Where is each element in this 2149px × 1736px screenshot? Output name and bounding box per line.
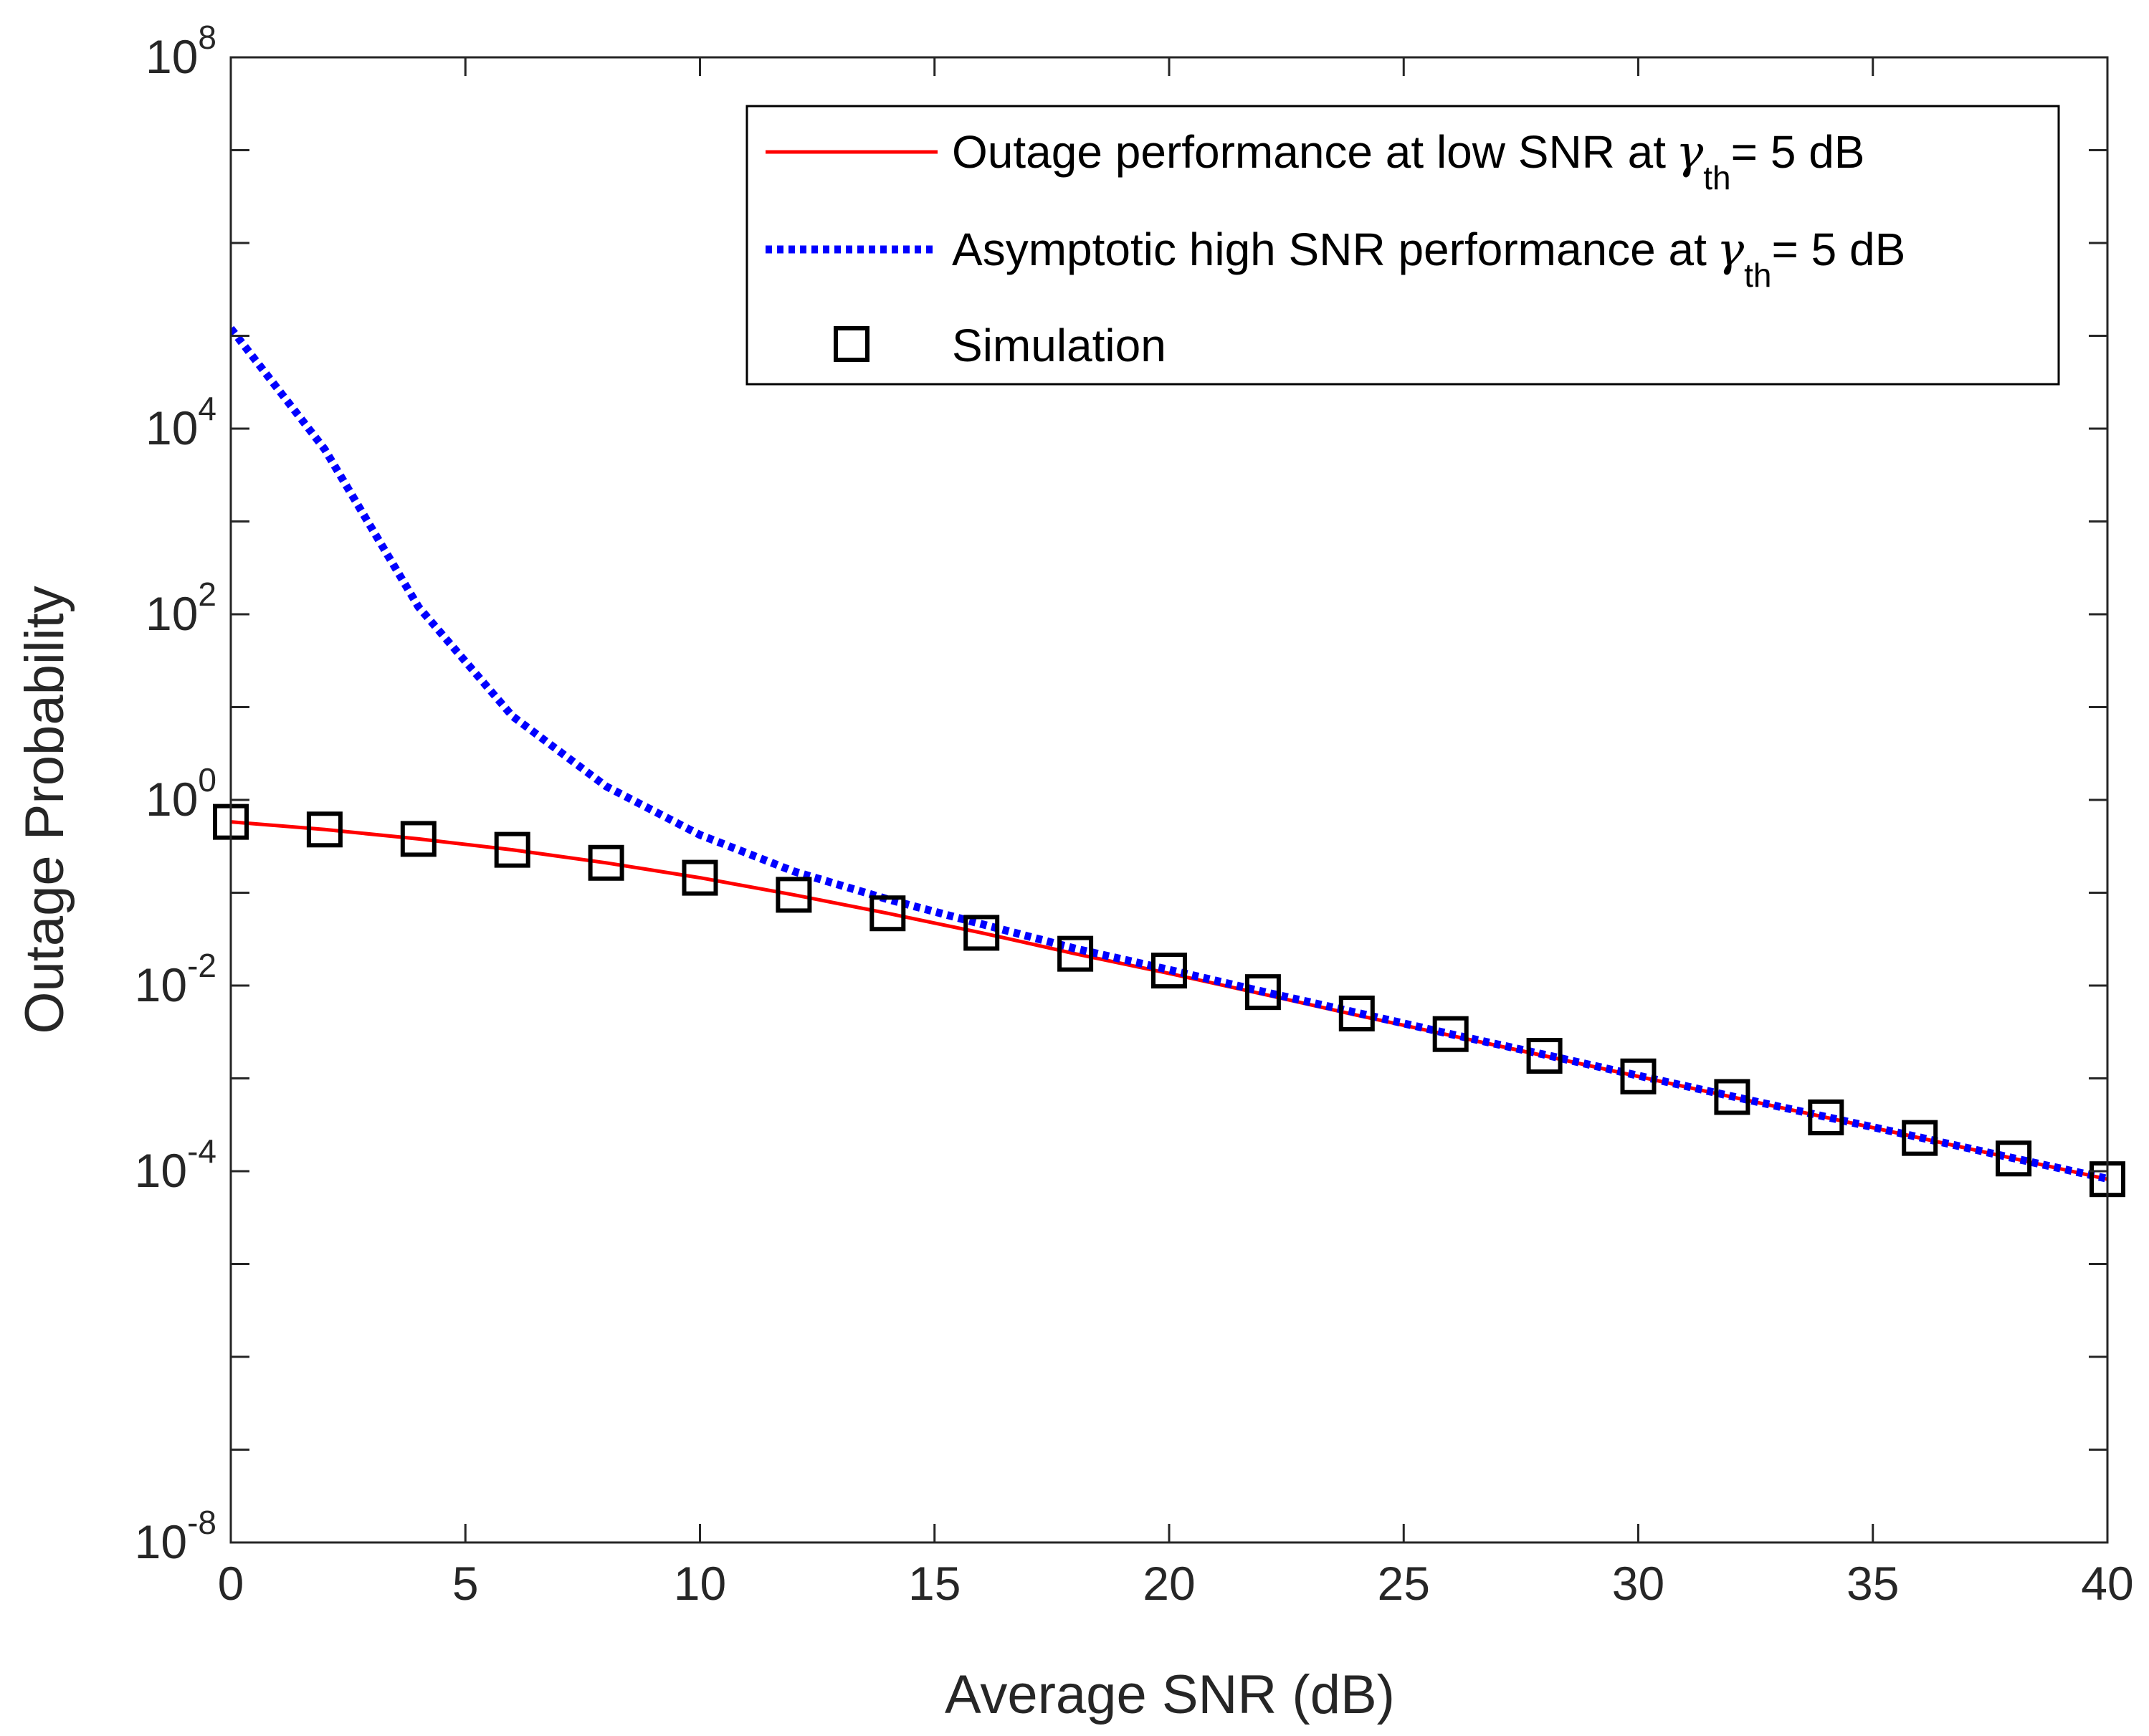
legend-label-suffix: = 5 dB	[1772, 224, 1906, 275]
simulation-marker	[1338, 995, 1375, 1031]
legend-label-text: Outage performance at low SNR at	[952, 126, 1666, 178]
y-tick-base: 10	[146, 587, 198, 640]
simulation-marker	[1902, 1120, 1938, 1156]
legend-item-simulation: Simulation	[834, 320, 1166, 371]
simulation-marker	[400, 821, 437, 857]
y-tick-label: 102	[146, 576, 216, 640]
y-tick-base: 10	[146, 401, 198, 454]
simulation-marker	[1151, 953, 1187, 989]
simulation-marker	[1244, 974, 1281, 1011]
simulation-marker	[1057, 935, 1094, 972]
simulation-marker	[682, 859, 718, 896]
simulation-marker	[1620, 1058, 1657, 1094]
simulation-marker	[1714, 1079, 1750, 1115]
y-tick-exponent: 0	[198, 761, 216, 798]
y-tick-exponent: -2	[187, 947, 216, 984]
y-tick-base: 10	[146, 30, 198, 83]
x-tick-label: 25	[1378, 1557, 1430, 1610]
y-tick-exponent: 4	[198, 390, 216, 427]
legend-label-text: Simulation	[952, 320, 1166, 371]
simulation-marker	[588, 844, 624, 881]
x-axis-title: Average SNR (dB)	[945, 1664, 1395, 1725]
y-tick-base: 10	[135, 1144, 187, 1197]
legend-label-gamma: γ	[1676, 126, 1704, 179]
simulation-marker	[1996, 1140, 2032, 1177]
legend-label-text: Asymptotic high SNR performance at	[952, 224, 1707, 275]
simulation-marker	[494, 831, 530, 868]
y-tick-exponent: -8	[187, 1504, 216, 1541]
legend-label: Simulation	[952, 320, 1166, 371]
y-tick-label: 104	[146, 390, 216, 454]
x-tick-label: 35	[1847, 1557, 1899, 1610]
y-tick-label: 10-8	[135, 1504, 216, 1568]
legend-label-subscript: th	[1744, 257, 1771, 294]
x-tick-label: 0	[218, 1557, 244, 1610]
legend-label: Asymptotic high SNR performance at γth= 5…	[952, 224, 1905, 294]
y-tick-base: 10	[135, 958, 187, 1011]
x-tick-label: 30	[1612, 1557, 1664, 1610]
y-tick-label: 108	[146, 19, 216, 83]
y-tick-exponent: 2	[198, 576, 216, 613]
x-tick-label: 20	[1143, 1557, 1195, 1610]
legend-label-subscript: th	[1703, 159, 1730, 196]
legend-box	[745, 105, 2060, 386]
y-tick-label: 10-4	[135, 1132, 216, 1197]
y-tick-base: 10	[135, 1515, 187, 1568]
legend-item-asymptotic: Asymptotic high SNR performance at γth= 5…	[766, 224, 1905, 294]
simulation-marker	[1432, 1016, 1469, 1052]
simulation-marker	[1808, 1099, 1844, 1135]
legend-item-low-snr: Outage performance at low SNR at γth= 5 d…	[766, 126, 1864, 196]
simulation-marker	[306, 811, 343, 848]
x-tick-label: 40	[2081, 1557, 2133, 1610]
series-line-asymptotic	[231, 325, 2107, 1183]
y-tick-exponent: -4	[187, 1132, 216, 1170]
simulation-marker	[963, 915, 1000, 951]
legend: Outage performance at low SNR at γth= 5 d…	[745, 105, 2060, 386]
y-tick-label: 10-2	[135, 947, 216, 1011]
y-tick-base: 10	[146, 773, 198, 826]
x-tick-label: 5	[452, 1557, 479, 1610]
simulation-marker	[776, 877, 812, 913]
x-tick-label: 15	[908, 1557, 961, 1610]
y-axis-title: Outage Probability	[14, 586, 75, 1034]
y-tick-exponent: 8	[198, 19, 216, 56]
legend-label-suffix: = 5 dB	[1731, 126, 1865, 178]
legend-label-gamma: γ	[1717, 224, 1745, 277]
simulation-marker	[869, 895, 906, 932]
x-tick-label: 10	[674, 1557, 726, 1610]
legend-label: Outage performance at low SNR at γth= 5 d…	[952, 126, 1864, 196]
legend-sample-marker	[834, 326, 869, 362]
y-tick-label: 100	[146, 761, 216, 826]
simulation-marker	[1526, 1038, 1563, 1074]
